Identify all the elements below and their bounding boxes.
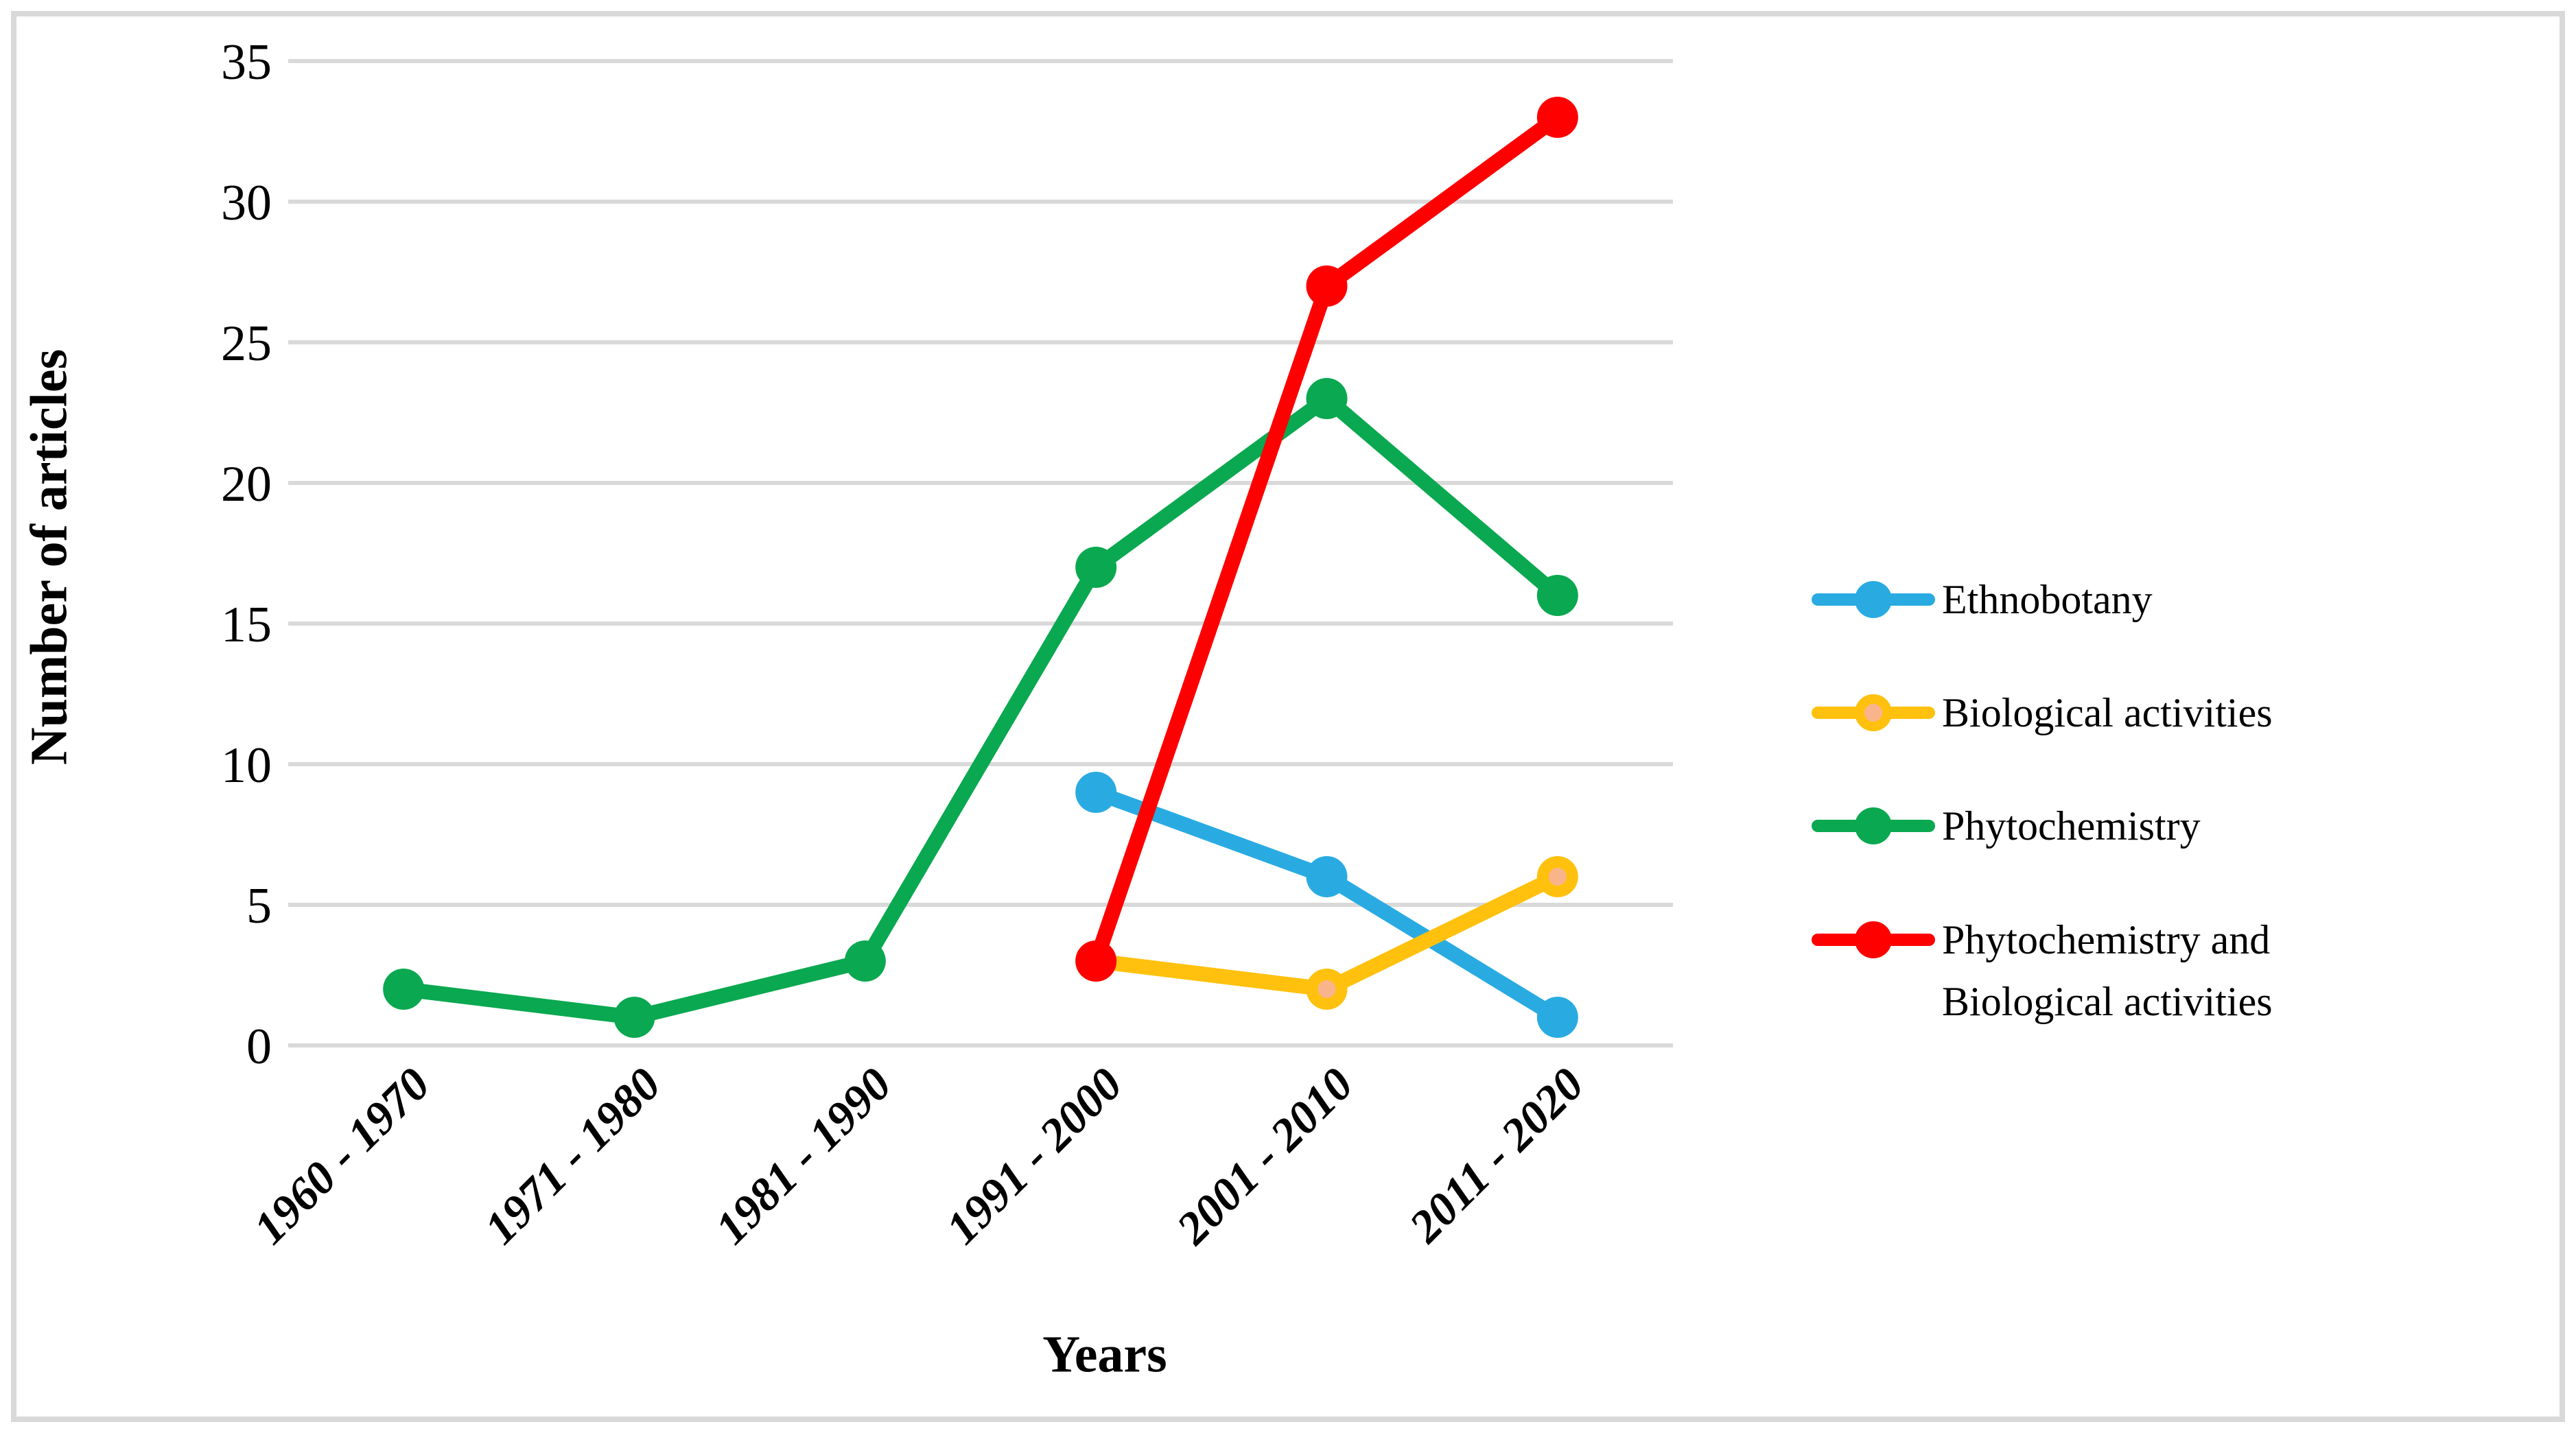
data-point-marker	[1306, 856, 1348, 897]
legend-key-line-biological-activities	[1812, 694, 1935, 731]
legend-key-line-ethnobotany	[1812, 581, 1935, 618]
legend-label-phytochemistry-and-biological-activities: Phytochemistry and Biological activities	[1942, 909, 2273, 1032]
data-point-marker-center	[1548, 868, 1567, 886]
legend-label-ethnobotany: Ethnobotany	[1942, 577, 2153, 622]
legend-key-line-phytochemistry	[1812, 807, 1935, 844]
data-point-marker	[613, 997, 655, 1038]
y-tick-label: 25	[221, 316, 272, 372]
legend: Ethnobotany Biological activities Phytoc…	[1812, 0, 2498, 1433]
data-point-marker	[1075, 547, 1117, 588]
data-point-marker	[1075, 940, 1117, 982]
legend-label-biological-activities: Biological activities	[1942, 690, 2273, 735]
legend-item-ethnobotany: Ethnobotany	[1812, 569, 2153, 630]
legend-marker-dot-icon	[1855, 921, 1892, 958]
legend-label-phytochemistry: Phytochemistry	[1942, 803, 2201, 849]
y-tick-label: 5	[246, 878, 272, 934]
legend-item-phytochemistry: Phytochemistry	[1812, 795, 2201, 857]
x-tick-label: 2011 - 2020	[1398, 1058, 1593, 1253]
legend-marker-dot-icon	[1855, 807, 1892, 844]
x-tick-label: 1981 - 1990	[705, 1058, 901, 1254]
y-tick-label: 35	[221, 34, 272, 91]
y-tick-label: 20	[221, 456, 272, 512]
legend-marker-dot-icon	[1855, 581, 1892, 618]
series-line	[396, 391, 1565, 1025]
data-point-marker	[1075, 772, 1117, 813]
x-tick-label: 1960 - 1970	[244, 1058, 440, 1254]
x-tick-label: 1991 - 2000	[936, 1058, 1132, 1254]
legend-item-phytochemistry-and-biological-activities: Phytochemistry and Biological activities	[1812, 909, 2273, 1032]
x-tick-label: 1971 - 1980	[474, 1058, 670, 1254]
legend-item-biological-activities: Biological activities	[1812, 682, 2273, 744]
data-point-marker	[844, 940, 886, 982]
data-point-marker-center	[1318, 980, 1336, 998]
legend-key-line-phytochemistry-and-biological-activities	[1812, 921, 1935, 958]
y-tick-label: 30	[221, 175, 272, 231]
data-point-marker	[1536, 97, 1578, 138]
x-tick-label: 2001 - 2010	[1166, 1058, 1363, 1255]
y-tick-label: 15	[221, 597, 272, 653]
y-tick-label: 10	[221, 737, 272, 794]
data-point-marker	[1536, 575, 1578, 616]
figure-border	[11, 11, 2565, 1422]
legend-marker-dot-center-icon	[1864, 704, 1882, 722]
legend-label-line-2: Biological activities	[1942, 979, 2273, 1024]
data-point-marker	[1306, 378, 1348, 419]
x-axis-title: Years	[1042, 1325, 1167, 1384]
data-point-marker	[383, 969, 425, 1010]
data-point-marker	[1536, 997, 1578, 1038]
data-point-marker	[1306, 265, 1348, 307]
y-tick-label: 0	[246, 1019, 272, 1075]
y-axis-title: Number of articles	[20, 348, 78, 766]
legend-label-line-1: Phytochemistry and	[1942, 917, 2271, 962]
